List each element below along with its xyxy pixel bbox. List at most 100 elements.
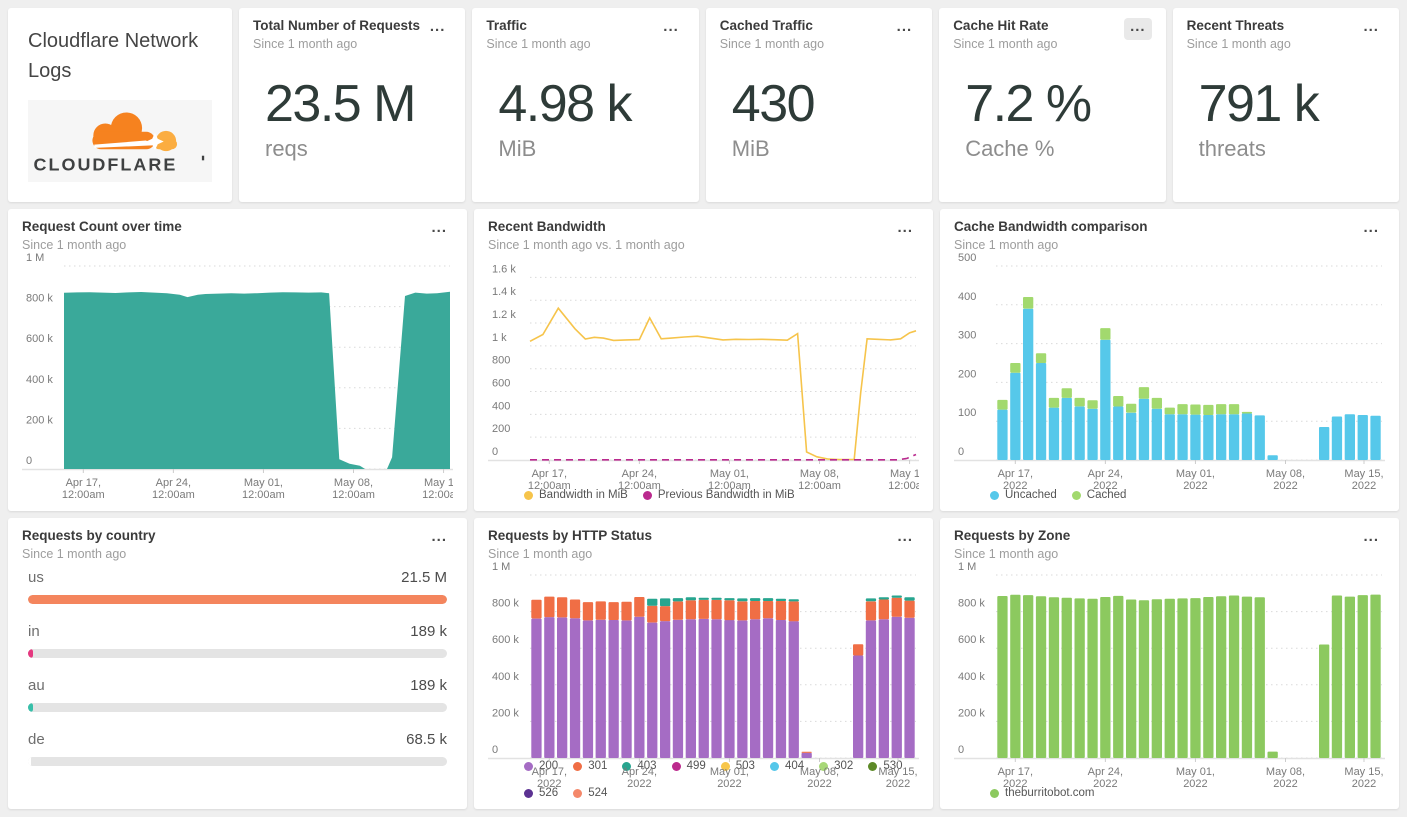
svg-text:2022: 2022 [886, 778, 910, 790]
panel-timeframe: Since 1 month ago [488, 546, 593, 561]
stat-unit: threats [1198, 135, 1266, 161]
svg-text:2022: 2022 [1093, 778, 1117, 790]
panel-timeframe: Since 1 month ago [1186, 36, 1291, 51]
legend-item-530[interactable]: 530 [868, 760, 903, 772]
stat-unit: reqs [265, 135, 308, 161]
svg-text:2022: 2022 [1003, 480, 1027, 492]
svg-text:400 k: 400 k [958, 671, 985, 683]
panel-timeframe: Since 1 month ago vs. 1 month ago [488, 237, 685, 252]
legend-item-403[interactable]: 403 [622, 760, 657, 772]
legend-item-302[interactable]: 302 [819, 760, 853, 772]
flare-swoosh [94, 140, 158, 148]
country-bar-track [28, 648, 447, 658]
country-value: 68.5 k [406, 730, 447, 748]
panel-menu-button[interactable]: ... [1363, 528, 1379, 545]
legend-item-524[interactable]: 524 [573, 787, 607, 799]
svg-text:12:00am: 12:00am [62, 489, 105, 501]
svg-text:Apr 24,: Apr 24, [1088, 766, 1123, 778]
cache-bandwidth-legend: Uncached Cached [954, 482, 1385, 503]
stat-panel-total-requests: Total Number of Requests Since 1 month a… [239, 8, 466, 202]
svg-text:600: 600 [492, 377, 510, 389]
legend-label: Uncached [1005, 489, 1057, 501]
svg-text:1 k: 1 k [492, 332, 507, 344]
panel-requests-by-zone: Requests by Zone Since 1 month ago ... 1… [940, 518, 1399, 809]
svg-text:500: 500 [958, 252, 976, 264]
panel-menu-button[interactable]: ... [897, 528, 913, 545]
legend-dot-icon [524, 788, 533, 798]
legend-item-bandwidth-in-mib[interactable]: Bandwidth in MiB [524, 489, 628, 501]
svg-text:12:00am: 12:00am [152, 489, 195, 501]
svg-text:May 01,: May 01, [244, 477, 283, 489]
legend-item-503[interactable]: 503 [720, 760, 755, 772]
legend-dot-icon [524, 490, 533, 500]
dashboard-title-panel: Cloudflare Network Logs CLOUDFLARE [8, 8, 232, 202]
stat-panel-cached-traffic: Cached Traffic Since 1 month ago ... 430… [705, 8, 933, 202]
svg-text:2022: 2022 [1352, 480, 1376, 492]
svg-text:600 k: 600 k [958, 634, 985, 646]
zone-legend: theburritobot.com [954, 780, 1385, 801]
panel-menu-button[interactable]: ... [663, 18, 679, 35]
svg-text:2022: 2022 [717, 778, 741, 790]
cloudflare-logo: CLOUDFLARE [28, 100, 212, 182]
svg-text:12:00am: 12:00am [798, 480, 841, 492]
svg-text:Apr 17,: Apr 17, [998, 468, 1033, 480]
svg-text:400 k: 400 k [492, 671, 519, 683]
request-count-chart: 1 M 800 k 600 k 400 k 200 k 0 Apr 17, 12:00am Ap… [22, 252, 453, 503]
legend-dot-icon [868, 761, 878, 771]
legend-item-previous-bandwidth-in-mib[interactable]: Previous Bandwidth in MiB [642, 489, 795, 501]
svg-text:1.2 k: 1.2 k [492, 309, 516, 321]
legend-item-200[interactable]: 200 [524, 760, 558, 772]
svg-text:12:00am: 12:00am [332, 489, 375, 501]
legend-item-301[interactable]: 301 [573, 760, 607, 772]
panel-title: Requests by HTTP Status [488, 528, 653, 543]
svg-text:800 k: 800 k [492, 597, 519, 609]
panel-menu-button[interactable]: ... [897, 219, 913, 236]
legend-item-404[interactable]: 404 [769, 760, 804, 772]
panel-timeframe: Since 1 month ago [954, 237, 1059, 252]
panel-menu-button[interactable]: ... [431, 219, 447, 236]
legend-item-theburritobot-com[interactable]: theburritobot.com [990, 787, 1095, 799]
svg-text:600 k: 600 k [26, 333, 53, 345]
country-value: 189 k [410, 622, 447, 640]
svg-text:2022: 2022 [1273, 480, 1297, 492]
legend-dot-icon [769, 761, 779, 771]
svg-text:Apr 24,: Apr 24, [622, 766, 657, 778]
svg-text:1 M: 1 M [958, 561, 976, 573]
area-series [64, 291, 450, 469]
legend-label: 499 [686, 760, 706, 772]
panel-request-count: Request Count over time Since 1 month ag… [8, 209, 467, 511]
country-row-us: us 21.5 M [28, 569, 447, 604]
panel-menu-button[interactable]: ... [1363, 219, 1379, 236]
legend-dot-icon [524, 761, 533, 771]
svg-text:0: 0 [26, 455, 32, 467]
panel-menu-button[interactable]: ... [429, 18, 446, 35]
legend-label: 302 [834, 760, 854, 772]
legend-item-526[interactable]: 526 [524, 787, 558, 799]
panel-menu-button[interactable]: ... [1363, 18, 1379, 35]
legend-label: theburritobot.com [1005, 787, 1095, 799]
svg-text:800 k: 800 k [958, 597, 985, 609]
country-bar-track [28, 594, 447, 604]
legend-item-499[interactable]: 499 [671, 760, 706, 772]
panel-title: Recent Bandwidth [488, 219, 606, 234]
zone-chart: 1 M 800 k 600 k 400 k 200 k 0 Apr 17, 2022 Apr 2… [954, 561, 1385, 790]
panel-menu-button[interactable]: ... [1124, 18, 1152, 40]
panel-menu-button[interactable]: ... [896, 18, 913, 35]
svg-text:Apr 17,: Apr 17, [998, 766, 1033, 778]
panel-menu-button[interactable]: ... [431, 528, 447, 545]
country-bar-fill [28, 648, 33, 658]
legend-item-cached[interactable]: Cached [1071, 489, 1126, 501]
panel-title: Request Count over time [22, 219, 182, 234]
cache-bandwidth-chart: 500 400 300 200 100 0 Apr 17, 2022 Apr 24, 2022 Ma… [954, 252, 1385, 492]
svg-text:May 08,: May 08, [800, 766, 839, 778]
country-code: us [28, 568, 44, 586]
legend-item-uncached[interactable]: Uncached [990, 489, 1057, 501]
stat-value: 791 k [1198, 75, 1320, 134]
panel-timeframe: Since 1 month ago [954, 546, 1059, 561]
legend-dot-icon [990, 788, 999, 798]
logo-wordmark: CLOUDFLARE [34, 154, 178, 174]
